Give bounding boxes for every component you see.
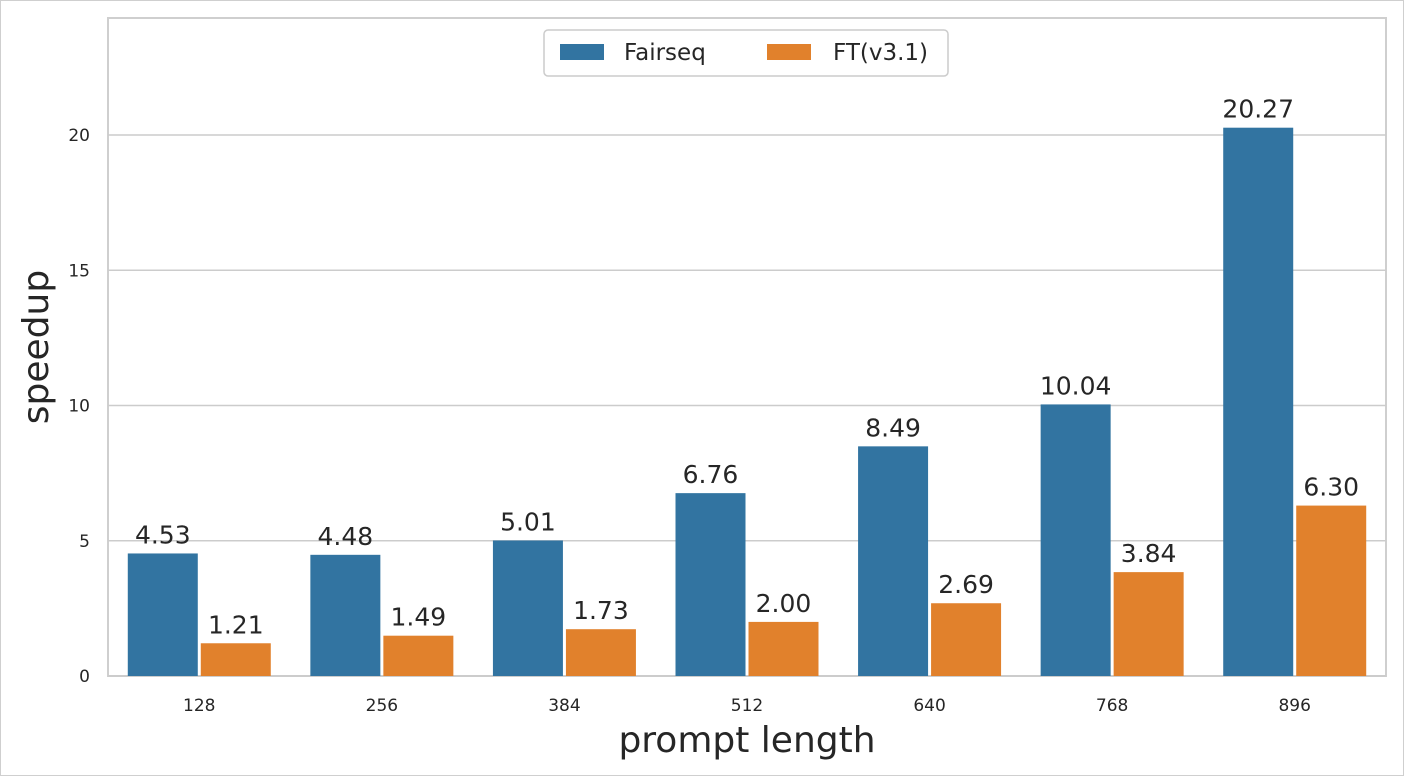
bar-ft-896 [1296, 505, 1367, 676]
bar-ft-640 [931, 603, 1002, 676]
x-axis-label: prompt length [618, 720, 875, 761]
y-tick-label: 10 [68, 397, 90, 417]
bar-value-label: 2.69 [938, 570, 994, 599]
bar-value-labels: 4.53 1.21 4.48 1.49 5.01 1.73 6.76 2.00 8.49 2.69… [135, 95, 1359, 640]
legend-label-fairseq: Fairseq [624, 40, 706, 66]
bar-fairseq-256 [310, 554, 381, 676]
bar-value-label: 5.01 [500, 507, 556, 536]
bar-ft-768 [1113, 572, 1184, 676]
bar-value-label: 20.27 [1222, 95, 1294, 124]
x-tick-label: 128 [183, 696, 215, 716]
x-tick-label: 384 [548, 696, 580, 716]
bar-fairseq-896 [1223, 127, 1294, 676]
bar-value-label: 1.21 [208, 610, 264, 639]
bar-value-label: 4.48 [318, 522, 374, 551]
x-tick-label: 640 [913, 696, 945, 716]
bar-value-label: 4.53 [135, 520, 191, 549]
y-axis-ticks: 0 5 10 15 20 [68, 126, 90, 687]
plot-background [107, 17, 1387, 677]
bar-fairseq-640 [858, 446, 929, 676]
x-tick-label: 512 [731, 696, 763, 716]
bar-fairseq-384 [492, 540, 563, 676]
bar-fairseq-128 [127, 553, 198, 676]
legend: Fairseq FT(v3.1) [543, 29, 949, 77]
y-axis-label: speedup [16, 270, 57, 424]
bar-value-label: 2.00 [756, 589, 812, 618]
y-tick-label: 15 [68, 261, 90, 281]
y-tick-label: 5 [79, 532, 90, 552]
bar-ft-256 [383, 635, 454, 676]
bar-value-label: 10.04 [1040, 371, 1112, 400]
bar-value-label: 1.49 [391, 603, 447, 632]
legend-label-ft: FT(v3.1) [833, 40, 928, 66]
bar-value-label: 1.73 [573, 596, 629, 625]
bar-ft-128 [200, 643, 271, 676]
bars [127, 127, 1367, 676]
legend-box [543, 29, 949, 77]
bar-value-label: 8.49 [865, 413, 921, 442]
y-tick-label: 0 [79, 667, 90, 687]
legend-swatch-fairseq [560, 44, 604, 60]
y-tick-label: 20 [68, 126, 90, 146]
x-axis-ticks: 128 256 384 512 640 768 896 [183, 696, 1311, 716]
x-tick-label: 768 [1096, 696, 1128, 716]
x-tick-label: 256 [366, 696, 398, 716]
bar-ft-384 [565, 629, 636, 676]
x-tick-label: 896 [1278, 696, 1310, 716]
legend-swatch-ft [767, 44, 811, 60]
bar-value-label: 6.30 [1303, 473, 1359, 502]
bar-ft-512 [748, 621, 819, 676]
bar-fairseq-768 [1040, 404, 1111, 676]
bar-value-label: 3.84 [1121, 539, 1177, 568]
bar-value-label: 6.76 [683, 460, 739, 489]
bar-fairseq-512 [675, 493, 746, 676]
